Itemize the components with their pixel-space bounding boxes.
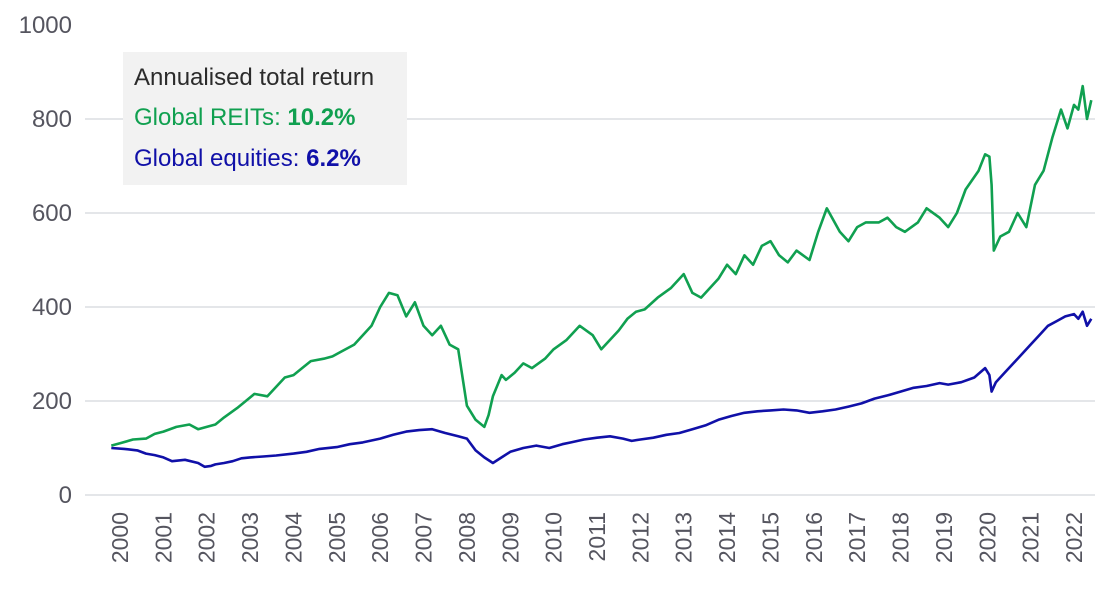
x-tick-label: 2018 xyxy=(888,512,914,563)
x-tick-label: 2021 xyxy=(1018,512,1044,563)
series-lines xyxy=(110,84,1093,469)
x-tick-label: 2019 xyxy=(931,512,957,563)
legend-entry-global-equities: Global equities: 6.2% xyxy=(134,145,361,173)
series-line-global-reits xyxy=(110,84,1093,447)
y-tick-label: 800 xyxy=(32,106,72,133)
series-line-global-equities xyxy=(111,310,1093,469)
legend-entry-name: Global REITs xyxy=(134,104,275,131)
x-tick-label: 2013 xyxy=(671,512,697,563)
legend-title: Annualised total return xyxy=(134,64,375,91)
y-tick-label: 1000 xyxy=(19,12,72,39)
x-tick-label: 2020 xyxy=(974,512,1000,563)
x-tick-label: 2007 xyxy=(411,512,437,563)
legend-entry-name: Global equities xyxy=(134,145,293,172)
x-tick-label: 2008 xyxy=(454,512,480,563)
legend-entry-value: 10.2% xyxy=(287,104,356,131)
x-tick-label: 2015 xyxy=(757,512,783,563)
x-tick-label: 2014 xyxy=(714,512,740,563)
x-tick-label: 2017 xyxy=(844,512,870,563)
x-tick-label: 2012 xyxy=(627,512,653,563)
x-tick-label: 2004 xyxy=(280,512,306,563)
x-tick-label: 2006 xyxy=(367,512,393,563)
legend-entry-value: 6.2% xyxy=(306,145,361,172)
x-axis-ticks: 2000 2001 2002 2003 2004 2005 2006 2007 2008 2009… xyxy=(107,512,1087,563)
x-tick-label: 2000 xyxy=(107,512,133,563)
x-tick-label: 2002 xyxy=(194,512,220,563)
legend: Annualised total return Global REITs: 10… xyxy=(123,52,407,185)
x-tick-label: 2009 xyxy=(497,512,523,563)
y-tick-label: 600 xyxy=(32,200,72,227)
x-tick-label: 2011 xyxy=(584,512,610,561)
x-tick-label: 2010 xyxy=(541,512,567,563)
y-tick-label: 400 xyxy=(32,294,72,321)
x-tick-label: 2001 xyxy=(150,512,176,563)
y-axis-ticks: 0 200 400 600 800 1000 xyxy=(19,12,72,509)
x-tick-label: 2022 xyxy=(1061,512,1087,563)
y-tick-label: 200 xyxy=(32,388,72,415)
x-tick-label: 2005 xyxy=(324,512,350,563)
legend-separator: : xyxy=(274,104,288,131)
legend-separator: : xyxy=(292,145,307,172)
x-tick-label: 2016 xyxy=(801,512,827,563)
x-tick-label: 2003 xyxy=(237,512,263,563)
y-tick-label: 0 xyxy=(59,482,72,509)
legend-entry-global-reits: Global REITs: 10.2% xyxy=(134,104,355,132)
